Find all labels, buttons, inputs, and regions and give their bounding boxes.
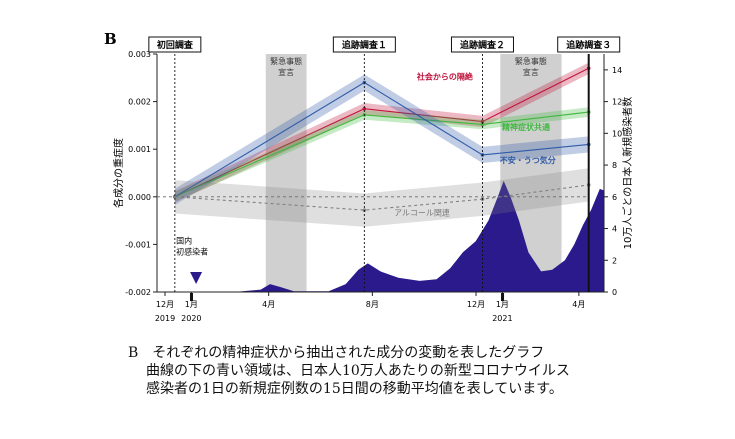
series-label-2: 精神症状共通 <box>502 122 550 132</box>
y-tick-label-right: 4 <box>612 225 617 234</box>
x-tick-year: 2019 <box>155 314 175 323</box>
ci-band-3 <box>174 74 589 205</box>
y-tick-label-right: 8 <box>612 161 617 170</box>
survey-label-4: 追跡調査３ <box>566 39 611 51</box>
survey-box-1 <box>148 36 202 53</box>
emergency-label-1: 緊急事態 <box>270 56 302 66</box>
y-tick-label-left: 0.001 <box>128 145 151 154</box>
series-label-3: 不安・うつ気分 <box>500 155 556 165</box>
emergency-label-1: 宣言 <box>278 67 294 77</box>
ci-band-4 <box>174 168 589 227</box>
y-tick-label-left: 0.003 <box>128 50 151 59</box>
series-label-1: 社会からの隔絶 <box>416 71 473 81</box>
x-tick-label: 12月 <box>467 300 485 309</box>
emergency-band-1 <box>265 54 307 292</box>
survey-box-2 <box>332 36 396 53</box>
first-case-label: 初感染者 <box>176 246 208 256</box>
y-axis-title-left: 各成分の重症度 <box>112 138 125 208</box>
series-line-4 <box>174 184 589 211</box>
y-tick-label-left: -0.002 <box>125 288 151 297</box>
survey-box-4 <box>557 36 621 53</box>
series-point-1 <box>480 119 485 124</box>
y-tick-label-left: 0.002 <box>128 98 151 107</box>
survey-label-1: 初回調査 <box>157 39 194 51</box>
y-tick-label-right: 12 <box>612 98 622 107</box>
series-lines <box>173 62 591 227</box>
first-case-label: 国内 <box>176 235 192 245</box>
series-point-4 <box>173 195 177 199</box>
survey-box-3 <box>450 36 514 53</box>
emergency-label-2: 緊急事態 <box>515 56 547 66</box>
series-line-1 <box>174 67 589 198</box>
series-line-2 <box>174 111 589 198</box>
x-tick-label: 8月 <box>366 300 379 309</box>
cases-area-fill <box>174 180 605 292</box>
x-tick-label: 4月 <box>572 300 585 309</box>
emergency-label-2: 宣言 <box>523 67 539 77</box>
x-tick-year: 2021 <box>492 314 512 323</box>
x-tick-label: 1月 <box>185 300 198 309</box>
caption-line-1: B それぞれの精神症状から抽出された成分の変動を表したグラフ <box>128 345 545 361</box>
y-axis-title-right: 10万人ごとの日本人新規感染者数 <box>621 97 634 250</box>
caption-line-2: 曲線の下の青い領域は、日本人10万人あたりの新型コロナウイルス <box>146 363 570 379</box>
survey-markers: 初回調査 追跡調査１ 追跡調査２ 追跡調査３ <box>148 36 621 292</box>
year-divider <box>189 293 193 301</box>
y-tick-label-left: 0.000 <box>128 193 151 202</box>
survey-label-3: 追跡調査２ <box>460 39 505 51</box>
survey-label-2: 追跡調査１ <box>342 39 387 51</box>
year-divider <box>501 293 505 301</box>
caption-line-3: 感染者の1日の新規症例数の15日間の移動平均値を表しています。 <box>146 381 563 397</box>
series-label-4: アルコール関連 <box>394 208 450 218</box>
y-tick-label-right: 6 <box>612 193 617 202</box>
series-point-2 <box>480 122 485 127</box>
first-case-arrow <box>190 272 203 284</box>
series-point-1 <box>362 106 367 111</box>
axes: 0.003 0.002 0.001 0.000 -0.001 -0.002 14 12 10 8 6… <box>112 50 634 323</box>
x-tick-label: 4月 <box>262 300 275 309</box>
y-tick-label-right: 2 <box>612 256 617 265</box>
cases-area <box>174 180 605 292</box>
y-tick-label-right: 0 <box>612 288 617 297</box>
caption: B それぞれの精神症状から抽出された成分の変動を表したグラフ 曲線の下の青い領域… <box>128 344 728 398</box>
y-tick-label-right: 10 <box>612 129 622 138</box>
x-tick-year: 2020 <box>181 314 201 323</box>
panel-label: B <box>104 30 117 48</box>
x-tick-label: 12月 <box>156 300 174 309</box>
x-tick-label: 1月 <box>496 300 509 309</box>
series-line-3 <box>174 81 589 198</box>
y-tick-label-right: 14 <box>612 66 622 75</box>
y-tick-label-left: -0.001 <box>125 240 151 249</box>
